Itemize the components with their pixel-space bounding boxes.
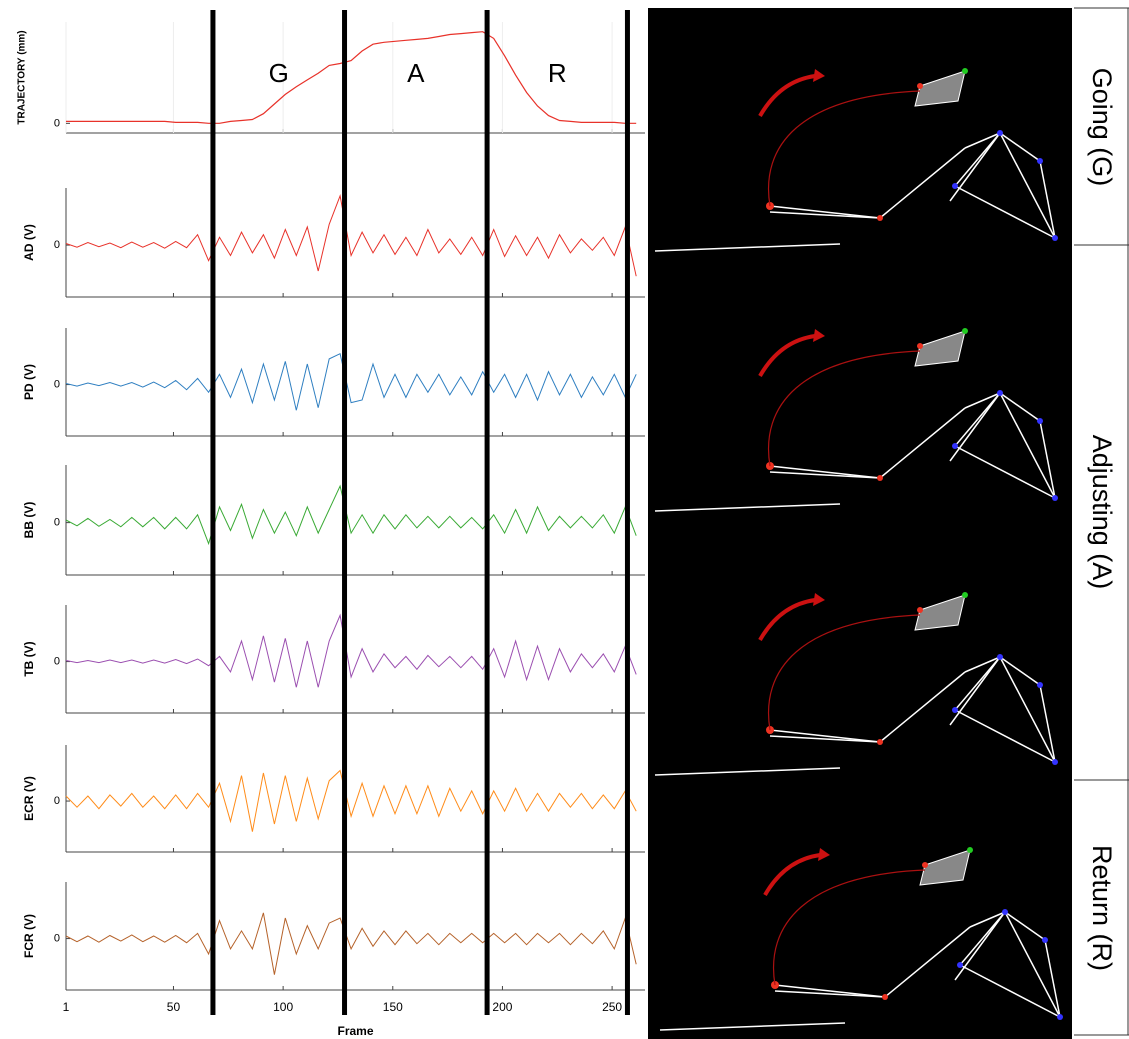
y-axis-label: PD (V) (22, 364, 36, 400)
y-tick-label: 0 (54, 239, 60, 251)
phase-label: R (548, 58, 567, 88)
x-tick-label: 200 (492, 1000, 512, 1014)
y-tick-label: 0 (54, 795, 60, 807)
side-label: Adjusting (A) (1087, 435, 1117, 590)
side-label: Going (G) (1087, 68, 1117, 187)
series-line (66, 615, 636, 687)
x-tick-label: 250 (602, 1000, 622, 1014)
phase-label: A (407, 58, 425, 88)
y-axis-label: TB (V) (22, 641, 36, 676)
y-tick-label: 0 (54, 517, 60, 529)
series-line (66, 486, 636, 544)
y-axis-label: BB (V) (22, 502, 36, 539)
series-line (66, 913, 636, 975)
y-axis-label: ECR (V) (22, 776, 36, 821)
series-line (66, 354, 636, 411)
x-tick-label: 100 (273, 1000, 293, 1014)
y-axis-label: TRAJECTORY (mm) (17, 30, 28, 124)
y-tick-label: 0 (54, 378, 60, 390)
x-tick-label: 50 (167, 1000, 181, 1014)
x-tick-label: 150 (383, 1000, 403, 1014)
chart-area: 0 TRAJECTORY (mm) 0 AD (V) 0 PD (V) 0 BB (V) 0 TB… (17, 10, 645, 1038)
y-tick-label: 0 (54, 655, 60, 667)
series-line (66, 771, 636, 832)
figure: 0 TRAJECTORY (mm) 0 AD (V) 0 PD (V) 0 BB (V) 0 TB… (0, 0, 1129, 1039)
y-tick-label: 0 (54, 117, 60, 129)
render-panel (648, 8, 1072, 1039)
x-tick-label: 1 (63, 1000, 70, 1014)
x-axis-label: Frame (337, 1024, 373, 1038)
y-tick-label: 0 (54, 932, 60, 944)
phase-label: G (269, 58, 289, 88)
y-axis-label: FCR (V) (22, 914, 36, 958)
y-axis-label: AD (V) (22, 224, 36, 261)
side-label: Return (R) (1087, 845, 1117, 971)
series-line (66, 196, 636, 276)
